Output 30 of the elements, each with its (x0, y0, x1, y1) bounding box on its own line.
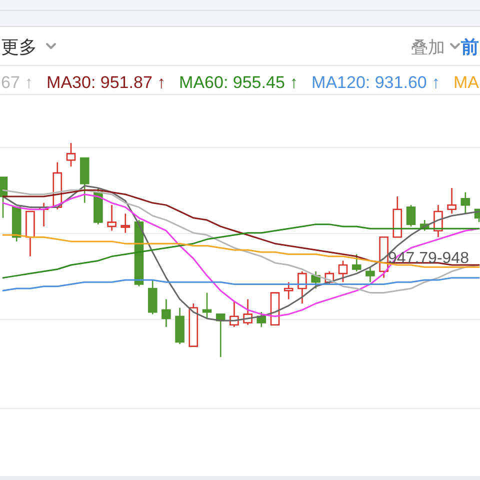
candlestick (80, 157, 90, 204)
candlestick (188, 302, 198, 347)
candlestick (406, 204, 416, 228)
text: 67 ↑ (1, 73, 34, 92)
candlestick (352, 254, 362, 272)
candlestick (392, 196, 402, 238)
candlestick (148, 279, 158, 315)
text: 更多 (1, 37, 37, 57)
text: MA30: 951.87 ↑ (46, 73, 166, 92)
text: MA60: 955.45 ↑ (179, 73, 298, 92)
candlestick (162, 298, 171, 328)
candlestick (338, 260, 348, 283)
candlestick (216, 314, 226, 358)
candlestick (107, 204, 116, 232)
candlestick (120, 212, 130, 234)
candlestick (460, 192, 470, 214)
text: MA (454, 73, 480, 92)
text: 前 (460, 37, 479, 57)
text: 叠加 (411, 38, 445, 57)
candlestick (175, 307, 184, 345)
candlestick (366, 266, 375, 283)
candlestick (311, 270, 320, 290)
candlestick (26, 210, 35, 258)
candlestick (202, 292, 212, 320)
candlestick (447, 187, 456, 214)
candlestick (284, 281, 294, 300)
candlestick (298, 270, 307, 304)
candlestick (66, 142, 76, 168)
text: MA120: 931.60 ↑ (312, 73, 440, 92)
candlestick (12, 206, 22, 242)
